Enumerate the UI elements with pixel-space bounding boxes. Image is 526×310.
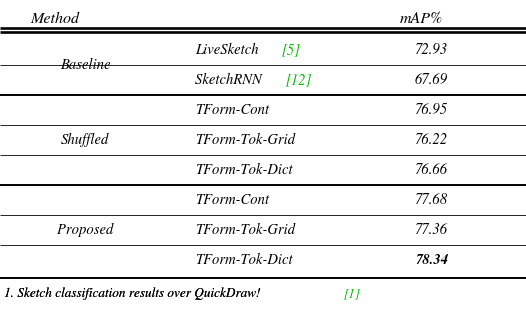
- Text: TForm-Cont: TForm-Cont: [195, 193, 269, 207]
- Text: 72.93: 72.93: [415, 43, 448, 57]
- Text: Baseline: Baseline: [59, 58, 110, 72]
- Text: TForm-Tok-Grid: TForm-Tok-Grid: [195, 133, 295, 147]
- Text: 76.22: 76.22: [415, 133, 448, 147]
- Text: TForm-Tok-Grid: TForm-Tok-Grid: [195, 223, 295, 237]
- Text: TForm-Tok-Dict: TForm-Tok-Dict: [195, 253, 292, 267]
- Text: 1. Sketch classification results over QuickDraw!: 1. Sketch classification results over Qu…: [4, 288, 267, 300]
- Text: 78.34: 78.34: [415, 253, 448, 267]
- Text: Shuffled: Shuffled: [61, 133, 109, 147]
- Text: [12]: [12]: [286, 73, 312, 87]
- Text: Proposed: Proposed: [57, 223, 113, 237]
- Text: 76.95: 76.95: [415, 103, 448, 117]
- Text: 1. Sketch classification results over QuickDraw!: 1. Sketch classification results over Qu…: [4, 288, 267, 300]
- Text: 67.69: 67.69: [415, 73, 448, 87]
- Text: [1]: [1]: [343, 288, 360, 300]
- Text: TForm-Tok-Dict: TForm-Tok-Dict: [195, 163, 292, 177]
- Text: mAP%: mAP%: [400, 12, 443, 26]
- Text: SketchRNN: SketchRNN: [195, 73, 266, 87]
- Text: TForm-Cont: TForm-Cont: [195, 103, 269, 117]
- Text: 77.36: 77.36: [415, 223, 448, 237]
- Text: [5]: [5]: [282, 43, 301, 57]
- Text: LiveSketch: LiveSketch: [195, 43, 262, 57]
- Text: 76.66: 76.66: [415, 163, 448, 177]
- Text: Method: Method: [30, 12, 79, 26]
- Text: 77.68: 77.68: [415, 193, 448, 207]
